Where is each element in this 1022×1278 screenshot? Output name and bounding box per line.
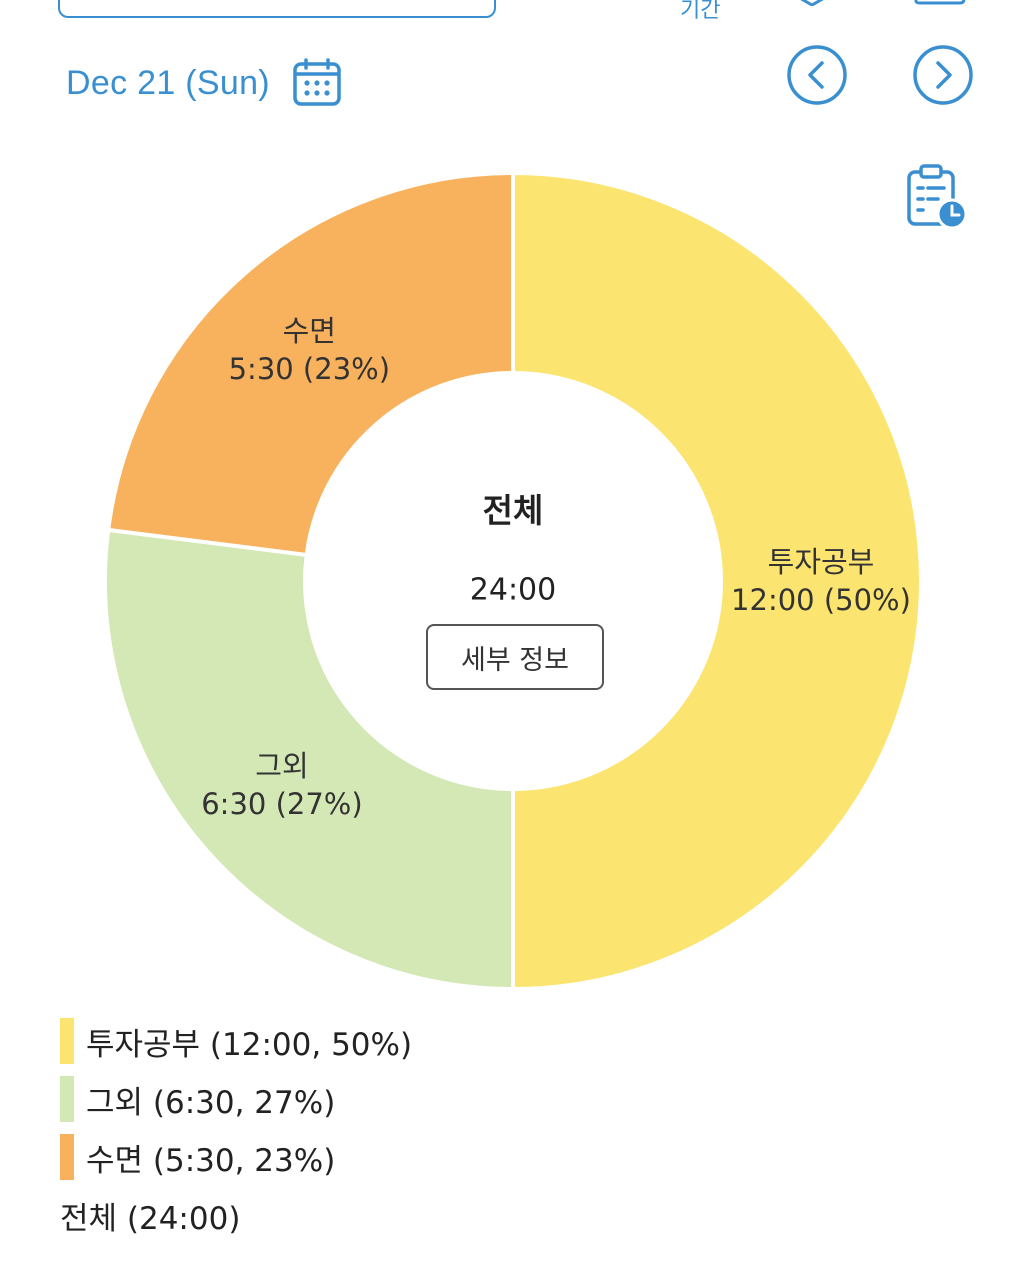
period-label[interactable]: 기간 xyxy=(680,0,721,23)
legend-label: 투자공부 (12:00, 50%) xyxy=(86,1026,413,1063)
legend-total: 전체 (24:00) xyxy=(60,1201,241,1237)
legend-swatch xyxy=(60,1076,74,1122)
slice-label: 투자공부 12:00 (50%) xyxy=(731,543,911,619)
chart-legend: 투자공부 (12:00, 50%) 그외 (6:30, 27%) 수면 (5:30,… xyxy=(60,1012,412,1186)
legend-swatch xyxy=(60,1018,74,1064)
top-toolbar-icon-2[interactable] xyxy=(914,0,966,6)
legend-label: 그외 (6:30, 27%) xyxy=(86,1084,336,1121)
donut-hole xyxy=(307,375,719,787)
clipboard-clock-icon[interactable] xyxy=(904,162,970,232)
chart-center-total: 24:00 xyxy=(469,572,557,608)
legend-item[interactable]: 수면 (5:30, 23%) xyxy=(60,1128,412,1186)
legend-item[interactable]: 투자공부 (12:00, 50%) xyxy=(60,1012,412,1070)
donut-slice[interactable] xyxy=(105,170,515,558)
slice-label-name: 투자공부 xyxy=(767,545,875,579)
legend-item[interactable]: 그외 (6:30, 27%) xyxy=(60,1070,412,1128)
legend-swatch xyxy=(60,1134,74,1180)
prev-day-button[interactable] xyxy=(786,44,848,106)
donut-slice[interactable] xyxy=(511,170,923,992)
slice-label-value: 12:00 (50%) xyxy=(731,583,911,617)
donut-chart-svg xyxy=(103,170,923,992)
donut-slice[interactable] xyxy=(103,527,515,992)
calendar-icon[interactable] xyxy=(292,58,342,108)
legend-label: 수면 (5:30, 23%) xyxy=(86,1142,336,1179)
slice-label: 그외 6:30 (27%) xyxy=(201,747,362,823)
next-day-button[interactable] xyxy=(912,44,974,106)
slice-label-name: 수면 xyxy=(282,313,336,348)
date-label[interactable]: Dec 21 (Sun) xyxy=(66,63,270,102)
date-selector: Dec 21 (Sun) xyxy=(66,58,342,108)
chart-center-title: 전체 xyxy=(482,491,544,530)
slice-label-value: 5:30 (23%) xyxy=(228,351,391,386)
top-input-field[interactable] xyxy=(58,0,496,18)
slice-label: 수면 5:30 (23%) xyxy=(229,312,390,388)
detail-info-button[interactable]: 세부 정보 xyxy=(426,624,604,690)
top-toolbar-icon[interactable] xyxy=(788,0,836,6)
slice-label-value: 6:30 (27%) xyxy=(201,786,363,821)
slice-label-name: 그외 xyxy=(255,748,309,783)
donut-chart: 투자공부 12:00 (50%) 그외 6:30 (27%) 수면 5:30 (23%) … xyxy=(103,170,923,992)
